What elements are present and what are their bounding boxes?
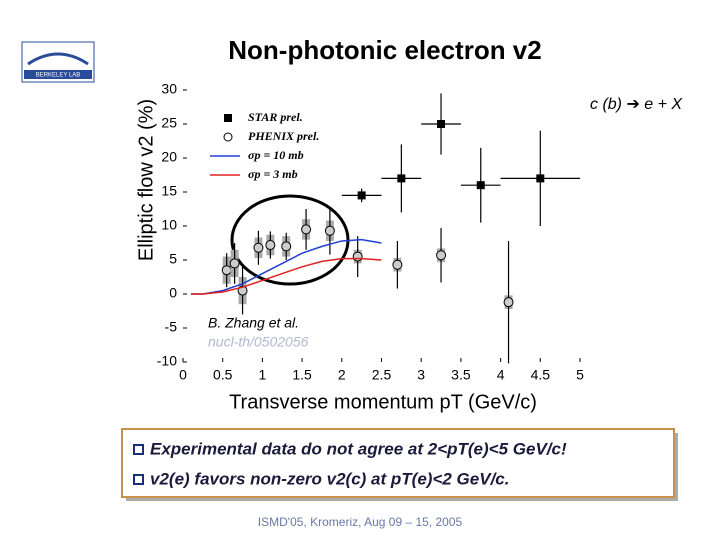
legend-label: σp = 3 mb: [248, 167, 298, 181]
data-point: [536, 174, 545, 183]
data-point: [476, 181, 485, 190]
data-point: [436, 250, 447, 261]
x-tick-label: 2: [338, 367, 346, 383]
text-box: [121, 428, 675, 498]
y-tick-label: -10: [157, 353, 177, 369]
y-tick-label: 30: [161, 81, 177, 97]
data-point: [265, 240, 276, 251]
x-tick-label: 3.5: [451, 367, 471, 383]
y-tick-label: 20: [161, 149, 177, 165]
footer: ISMD'05, Kromeriz, Aug 09 – 15, 2005: [258, 515, 463, 529]
y-tick-label: 10: [161, 217, 177, 233]
x-tick-label: 0: [179, 367, 187, 383]
y-tick-label: 5: [169, 251, 177, 267]
data-point: [357, 191, 366, 200]
citation: nucl-th/0502056: [208, 334, 309, 350]
y-tick-label: 25: [161, 115, 177, 131]
data-point: [397, 174, 406, 183]
legend-swatch: [224, 114, 232, 122]
data-point: [352, 251, 363, 262]
bullet-text: v2(e) favors non-zero v2(c) at pT(e)<2 G…: [150, 469, 509, 488]
bullet-text: Experimental data do not agree at 2<pT(e…: [150, 439, 567, 458]
data-point: [281, 241, 292, 252]
bullet: [133, 474, 144, 485]
data-point: [301, 224, 312, 235]
y-axis-label: Elliptic flow v2 (%): [135, 99, 157, 261]
legend-label: STAR prel.: [248, 110, 303, 124]
x-tick-label: 4.5: [531, 367, 551, 383]
y-tick-label: 15: [161, 183, 177, 199]
logo-band: [24, 70, 92, 79]
data-point: [253, 242, 264, 253]
logo-text: BERKELEY LAB: [36, 73, 81, 79]
logo: BERKELEY LAB: [21, 41, 95, 83]
x-tick-label: 0.5: [213, 367, 233, 383]
data-point: [229, 258, 240, 269]
x-tick-label: 1.5: [292, 367, 312, 383]
y-tick-label: -5: [165, 319, 178, 335]
citation: B. Zhang et al.: [208, 315, 299, 331]
data-point: [392, 259, 403, 270]
x-tick-label: 2.5: [372, 367, 392, 383]
x-tick-label: 5: [576, 367, 584, 383]
legend-label: σp = 10 mb: [248, 148, 304, 162]
legend-swatch: [223, 132, 233, 142]
data-point: [324, 225, 335, 236]
model-curve: [190, 238, 382, 295]
model-curve: [190, 257, 382, 295]
logo-arc: [27, 52, 89, 66]
x-tick-label: 1: [259, 367, 267, 383]
x-axis-label: Transverse momentum pT (GeV/c): [229, 391, 537, 413]
bullet: [133, 444, 144, 455]
data-point: [221, 265, 232, 276]
data-point: [437, 120, 446, 128]
annotation: c (b) ➔ e + X: [590, 96, 683, 113]
x-tick-label: 4: [497, 367, 505, 383]
y-tick-label: 0: [169, 285, 177, 301]
legend-label: PHENIX prel.: [248, 129, 319, 143]
data-point: [503, 297, 514, 308]
slide-title: Non-photonic electron v2: [228, 35, 541, 65]
x-tick-label: 3: [417, 367, 425, 383]
